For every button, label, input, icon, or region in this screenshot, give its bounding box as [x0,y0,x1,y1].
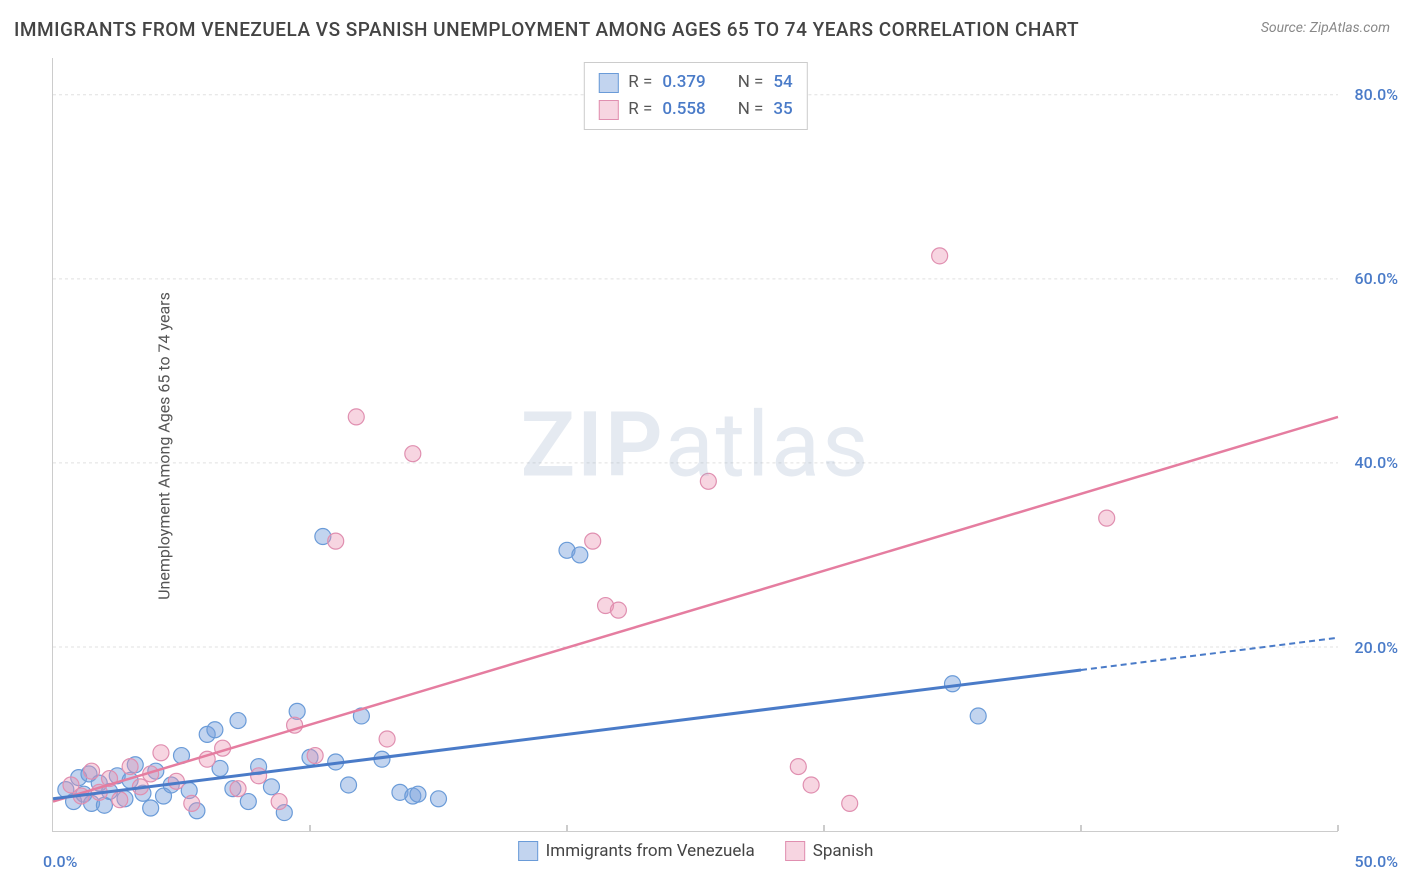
series-legend: Immigrants from Venezuela Spanish [518,841,874,861]
r-value-spanish: 0.558 [662,96,705,123]
swatch-blue-icon [598,73,618,93]
r-label: R = [628,69,652,96]
swatch-blue-icon [518,841,538,861]
scatter-point [1099,510,1115,526]
scatter-point [184,795,200,811]
scatter-point [153,745,169,761]
swatch-pink-icon [598,100,618,120]
n-label: N = [738,69,764,96]
scatter-point [970,708,986,724]
x-tick-label-max: 50.0% [1354,852,1398,871]
scatter-point [84,763,100,779]
correlation-legend: R = 0.379 N = 54 R = 0.558 N = 35 [583,62,807,130]
legend-row-venezuela: R = 0.379 N = 54 [598,69,792,96]
y-tick-label: 40.0% [1354,453,1398,472]
scatter-point [410,786,426,802]
x-tick-label-min: 0.0% [43,852,77,871]
n-value-venezuela: 54 [773,69,792,96]
scatter-point [379,731,395,747]
chart-container: IMMIGRANTS FROM VENEZUELA VS SPANISH UNE… [0,0,1406,892]
scatter-point [122,759,138,775]
chart-title: IMMIGRANTS FROM VENEZUELA VS SPANISH UNE… [14,18,1079,41]
scatter-point [945,676,961,692]
scatter-point [143,800,159,816]
scatter-point [328,533,344,549]
scatter-point [307,748,323,764]
scatter-point [700,473,716,489]
trendline-spanish [53,417,1338,802]
scatter-point [572,547,588,563]
scatter-point [610,602,626,618]
y-tick-label: 20.0% [1354,638,1398,657]
legend-item-spanish: Spanish [785,841,874,861]
r-label: R = [628,96,652,123]
legend-row-spanish: R = 0.558 N = 35 [598,96,792,123]
scatter-point [842,795,858,811]
chart-svg [53,58,1338,831]
chart-plot-area: ZIPatlas 20.0%40.0%60.0%80.0% 0.0%50.0% … [52,58,1338,832]
scatter-point [348,409,364,425]
scatter-point [240,794,256,810]
n-value-spanish: 35 [773,96,792,123]
scatter-point [251,768,267,784]
scatter-point [585,533,601,549]
trendline-venezuela-extrapolated [1081,638,1338,670]
scatter-point [289,703,305,719]
legend-item-label: Immigrants from Venezuela [546,841,755,861]
y-tick-label: 80.0% [1354,85,1398,104]
r-value-venezuela: 0.379 [662,69,705,96]
scatter-point [405,446,421,462]
swatch-pink-icon [785,841,805,861]
source-attribution: Source: ZipAtlas.com [1261,20,1390,36]
scatter-point [431,791,447,807]
y-tick-label: 60.0% [1354,269,1398,288]
n-label: N = [738,96,764,123]
scatter-point [230,781,246,797]
scatter-point [207,722,223,738]
scatter-point [803,777,819,793]
scatter-point [341,777,357,793]
legend-item-label: Spanish [813,841,874,861]
scatter-point [112,792,128,808]
scatter-point [263,779,279,795]
scatter-point [230,713,246,729]
legend-item-venezuela: Immigrants from Venezuela [518,841,755,861]
scatter-point [271,794,287,810]
scatter-point [932,248,948,264]
scatter-point [790,759,806,775]
